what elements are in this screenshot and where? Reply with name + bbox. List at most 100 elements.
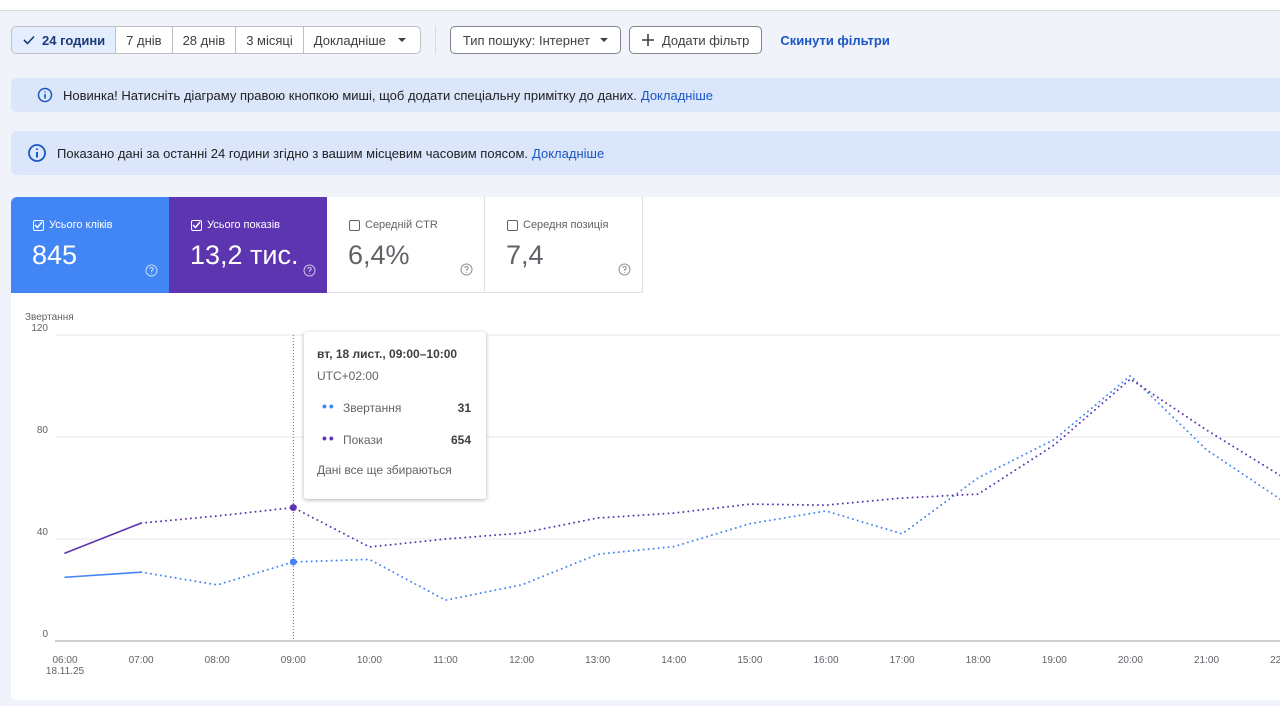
tooltip-timezone: UTC+02:00 xyxy=(317,369,379,383)
range-label: 7 днів xyxy=(126,32,162,48)
range-label: 3 місяці xyxy=(246,32,293,48)
metric-label: Середній CTR xyxy=(365,219,438,231)
metric-label-row: Усього кліків xyxy=(33,219,112,231)
reset-filters-link[interactable]: Скинути фільтри xyxy=(780,32,890,48)
range-option[interactable]: 3 місяці xyxy=(235,27,303,53)
x-tick-label: 21:00 xyxy=(1194,655,1219,666)
x-tick-label: 10:00 xyxy=(357,655,382,666)
check-icon xyxy=(192,221,201,229)
y-tick-label: 0 xyxy=(42,629,48,640)
help-icon xyxy=(145,264,158,282)
x-tick-label: 19:00 xyxy=(1042,655,1067,666)
performance-panel: Звертання 0 40 80 120 06:00 07:00 08:00 09:00 10… xyxy=(11,197,1280,700)
banner-text: Показано дані за останні 24 години згідн… xyxy=(57,145,529,161)
range-label: 24 години xyxy=(42,32,106,48)
metric-label-row: Усього показів xyxy=(191,219,280,231)
tooltip-value: 654 xyxy=(450,433,471,447)
range-selector: 24 години 7 днів 28 днів 3 місяці Доклад… xyxy=(11,26,421,54)
series-line xyxy=(64,571,142,579)
range-option[interactable]: 28 днів xyxy=(171,27,236,53)
chart: Звертання 0 40 80 120 06:00 07:00 08:00 09:00 10… xyxy=(25,312,1280,677)
hover-point xyxy=(289,558,297,566)
series-line xyxy=(140,374,1280,602)
metric-label-row: Середня позиція xyxy=(507,219,608,231)
metric-value: 6,4% xyxy=(348,240,410,270)
banner-link[interactable]: Докладніше xyxy=(640,87,714,103)
metric-value: 13,2 тис. xyxy=(190,240,299,270)
range-label: Докладніше xyxy=(313,32,386,48)
help-glyph xyxy=(145,264,158,277)
metric-card[interactable]: Усього кліків 845 xyxy=(11,197,169,293)
x-tick-label: 08:00 xyxy=(205,655,230,666)
x-tick-label: 06:00 xyxy=(52,655,77,666)
series-line xyxy=(64,522,142,554)
banner-text: Новинка! Натисніть діаграму правою кнопк… xyxy=(63,87,637,103)
y-axis-title: Звертання xyxy=(25,312,74,323)
hover-point xyxy=(289,504,297,512)
plus-icon xyxy=(641,34,654,46)
metric-card[interactable]: Середній CTR 6,4% xyxy=(327,197,485,293)
metric-label: Усього кліків xyxy=(49,219,113,231)
x-tick-label: 20:00 xyxy=(1118,655,1143,666)
metric-value: 845 xyxy=(32,240,78,270)
check-icon xyxy=(23,35,35,45)
checkbox xyxy=(33,219,44,231)
x-tick-label: 14:00 xyxy=(661,655,686,666)
add-filter-button[interactable]: Додати фільтр xyxy=(628,26,763,54)
y-tick-label: 80 xyxy=(37,425,49,436)
tooltip-title: вт, 18 лист., 09:00–10:00 xyxy=(317,347,458,361)
metric-label-row: Середній CTR xyxy=(349,219,438,231)
info-banner: Показано дані за останні 24 години згідн… xyxy=(11,131,1280,175)
range-option[interactable]: 24 години xyxy=(12,27,116,53)
dropdown-arrow xyxy=(397,37,406,42)
tooltip-series-name: Покази xyxy=(343,433,383,447)
help-glyph xyxy=(460,263,473,276)
metric-card[interactable]: Усього показів 13,2 тис. xyxy=(169,197,327,293)
x-tick-label: 16:00 xyxy=(813,655,838,666)
tooltip: вт, 18 лист., 09:00–10:00 UTC+02:00 •• Зв… xyxy=(304,332,486,499)
info-banner: Новинка! Натисніть діаграму правою кнопк… xyxy=(11,78,1280,112)
metric-label: Усього показів xyxy=(207,219,280,231)
checkbox xyxy=(507,219,518,231)
metric-value: 7,4 xyxy=(506,240,544,270)
search-type-button[interactable]: Тип пошуку: Інтернет xyxy=(449,26,621,54)
top-bar xyxy=(0,0,1280,11)
x-tick-label: 11:00 xyxy=(433,655,458,666)
checkbox xyxy=(349,219,360,231)
tooltip-value: 31 xyxy=(457,401,471,415)
x-tick-label: 15:00 xyxy=(737,655,762,666)
x-tick-label: 13:00 xyxy=(585,655,610,666)
tooltip-row: •• Звертання 31 xyxy=(304,398,486,417)
x-sublabel: 18.11.25 xyxy=(46,666,85,677)
tooltip-swatch: •• xyxy=(322,398,336,414)
range-option[interactable]: 7 днів xyxy=(115,27,171,53)
help-glyph xyxy=(303,264,316,277)
checkbox xyxy=(191,219,202,231)
tooltip-note: Дані все ще збираються xyxy=(317,463,452,477)
x-tick-label: 17:00 xyxy=(890,655,915,666)
button-label: Тип пошуку: Інтернет xyxy=(462,32,590,48)
y-tick-label: 120 xyxy=(31,323,48,334)
help-icon xyxy=(303,264,316,282)
x-tick-label: 12:00 xyxy=(509,655,534,666)
x-tick-label: 22:00 xyxy=(1270,655,1280,666)
y-tick-label: 40 xyxy=(37,527,49,538)
tooltip-series-name: Звертання xyxy=(343,401,402,415)
metric-label: Середня позиція xyxy=(523,219,609,231)
info-icon xyxy=(37,87,53,103)
metric-card[interactable]: Середня позиція 7,4 xyxy=(485,197,643,293)
x-tick-label: 18:00 xyxy=(966,655,991,666)
banner-link[interactable]: Докладніше xyxy=(532,145,605,161)
range-option[interactable]: Докладніше xyxy=(302,27,420,53)
range-label: 28 днів xyxy=(182,32,226,48)
help-icon xyxy=(618,263,631,281)
button-label: Додати фільтр xyxy=(661,32,750,48)
help-glyph xyxy=(618,263,631,276)
tooltip-swatch: •• xyxy=(322,430,336,446)
series-line xyxy=(140,377,1280,548)
tooltip-row: •• Покази 654 xyxy=(304,430,486,449)
dropdown-arrow xyxy=(599,37,608,42)
x-tick-label: 09:00 xyxy=(281,655,306,666)
filter-bar: 24 години 7 днів 28 днів 3 місяці Доклад… xyxy=(11,26,890,54)
